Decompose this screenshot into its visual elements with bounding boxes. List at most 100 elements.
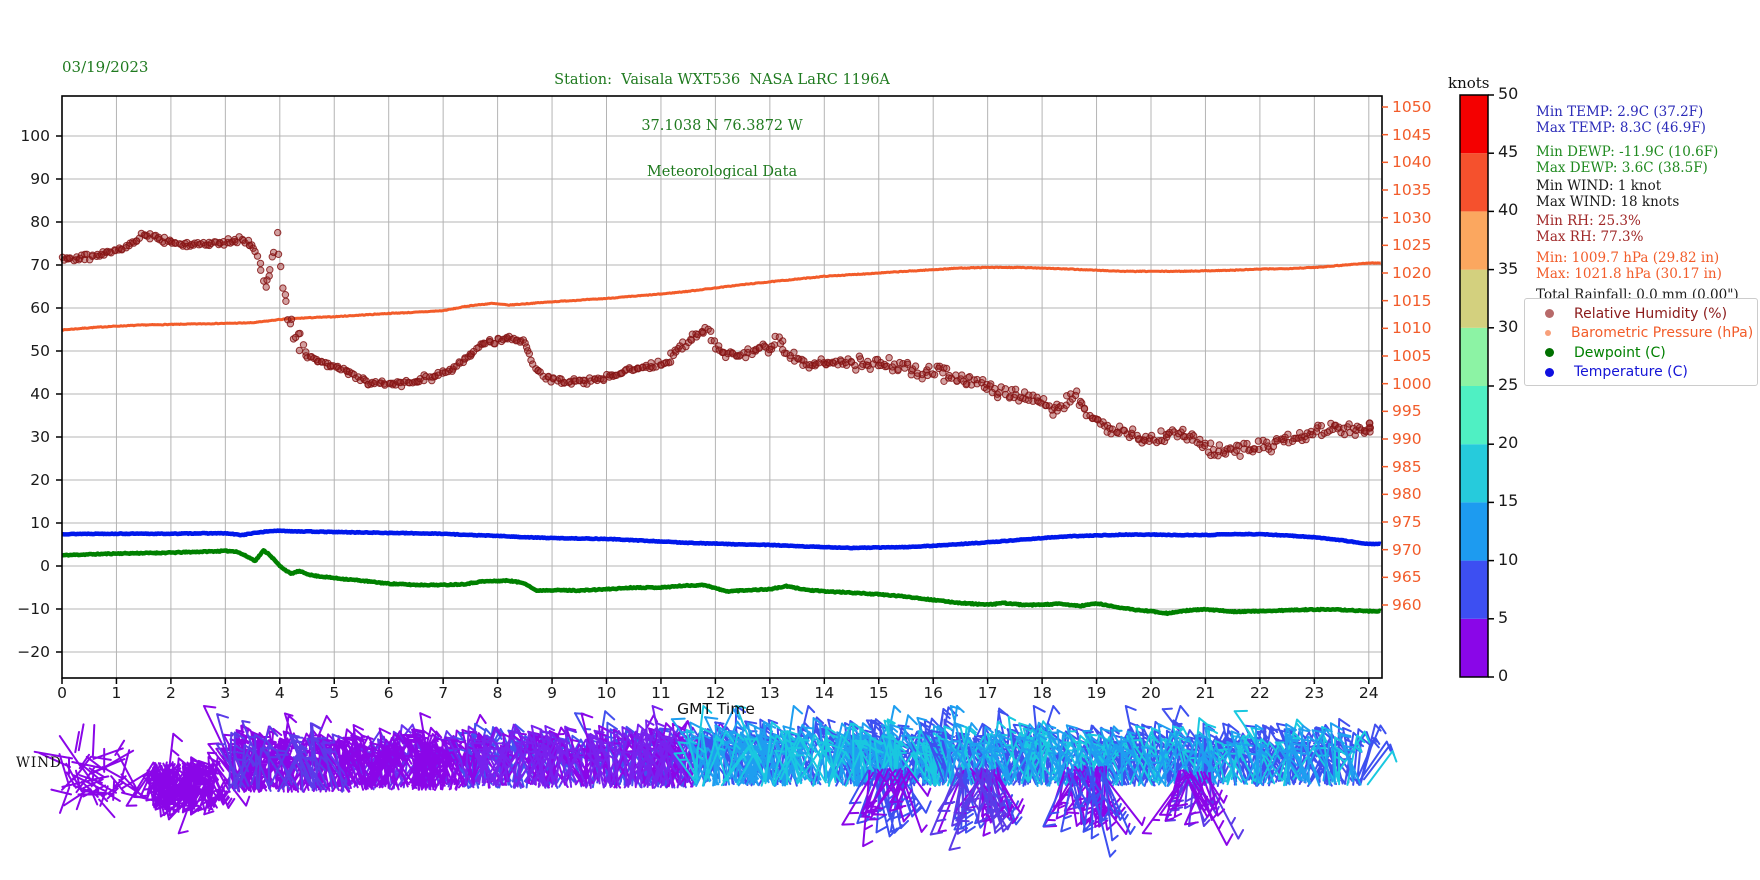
colorbar-tick-label: 20 (1498, 433, 1519, 453)
y-axis-tick-label: −20 (17, 643, 50, 661)
colorbar-tick-label: 0 (1498, 666, 1509, 685)
y-axis-tick-label: 30 (30, 428, 50, 446)
legend-row-dewpoint: Dewpoint (C) (1525, 343, 1757, 363)
legend-row-temperature: Temperature (C) (1525, 363, 1757, 383)
pressure-axis-tick-label: 1050 (1392, 98, 1432, 116)
x-axis-tick-label: 17 (977, 684, 998, 702)
y-axis-tick-label: 80 (30, 213, 50, 231)
x-axis-tick-label: 19 (1086, 684, 1107, 702)
pressure-axis-tick-label: 1015 (1392, 291, 1432, 310)
stat-max-dewp: Max DEWP: 3.6C (38.5F) (1536, 160, 1708, 176)
stat-max-pressure: Max: 1021.8 hPa (30.17 in) (1536, 266, 1722, 282)
pressure-axis-tick-label: 980 (1392, 485, 1422, 504)
title-station: Station: Vaisala WXT536 NASA LaRC 1196A (554, 71, 890, 88)
stat-min-wind: Min WIND: 1 knot (1536, 178, 1662, 194)
x-axis-tick-label: 24 (1358, 684, 1379, 702)
colorbar-tick-label: 10 (1498, 549, 1519, 569)
pressure-axis-tick-label: 1045 (1392, 125, 1432, 144)
colorbar-title: knots (1448, 74, 1490, 92)
y-axis-tick-label: 40 (30, 385, 50, 403)
date-label: 03/19/2023 (62, 58, 149, 76)
pressure-axis-tick-label: 1030 (1392, 208, 1432, 227)
pressure-axis-tick-label: 990 (1392, 429, 1422, 448)
x-axis-tick-label: 1 (111, 684, 122, 702)
pressure-axis-tick-label: 1020 (1392, 263, 1432, 282)
pressure-axis-tick-label: 1025 (1392, 236, 1432, 255)
pressure-axis-tick-label: 1010 (1392, 319, 1432, 338)
x-axis-tick-label: 5 (329, 684, 340, 702)
x-axis-tick-label: 22 (1250, 684, 1270, 702)
chart-title: Station: Vaisala WXT536 NASA LaRC 1196A … (402, 42, 1042, 211)
legend-label-temperature: Temperature (C) (1574, 364, 1688, 381)
stat-min-dewp: Min DEWP: -11.9C (10.6F) (1536, 144, 1719, 160)
y-axis-tick-label: 100 (20, 127, 50, 145)
temperature-marker-icon (1545, 367, 1554, 377)
pressure-axis-tick-label: 1035 (1392, 180, 1432, 199)
x-axis-tick-label: 13 (759, 684, 780, 702)
x-axis-tick-label: 21 (1195, 684, 1216, 702)
y-axis-tick-label: 20 (30, 471, 50, 489)
title-subtitle: Meteorological Data (646, 164, 798, 181)
x-axis-tick-label: 15 (868, 684, 889, 702)
colorbar-tick-label: 50 (1498, 84, 1519, 103)
y-axis-tick-label: 60 (30, 299, 50, 317)
y-axis-tick-label: 10 (30, 514, 50, 532)
pressure-axis-tick-label: 995 (1392, 402, 1422, 421)
colorbar-tick-label: 25 (1498, 375, 1519, 394)
rh-marker-icon (1545, 309, 1554, 319)
legend-row-rh: Relative Humidity (%) (1525, 304, 1757, 324)
x-axis-tick-label: 14 (814, 684, 835, 702)
x-axis-tick-label: 3 (220, 684, 231, 702)
pressure-axis-tick-label: 970 (1392, 540, 1422, 559)
legend-label-rh: Relative Humidity (%) (1574, 305, 1728, 322)
y-axis-tick-label: 50 (30, 342, 50, 360)
colorbar-tick-label: 15 (1498, 491, 1519, 511)
pressure-axis-tick-label: 960 (1392, 595, 1422, 614)
x-axis-tick-label: 10 (596, 684, 617, 702)
colorbar-tick-label: 30 (1498, 316, 1519, 336)
pressure-axis-tick-label: 985 (1392, 457, 1422, 476)
legend-label-dewpoint: Dewpoint (C) (1574, 344, 1666, 361)
stat-min-temp: Min TEMP: 2.9C (37.2F) (1536, 104, 1704, 120)
x-axis-tick-label: 11 (651, 684, 671, 702)
x-axis-tick-label: 12 (705, 684, 726, 702)
x-axis-tick-label: 16 (923, 684, 944, 702)
x-axis-tick-label: 0 (57, 684, 67, 702)
stat-min-rh: Min RH: 25.3% (1536, 213, 1641, 229)
x-axis-tick-label: 6 (383, 684, 394, 702)
x-axis-tick-label: 9 (547, 684, 557, 702)
legend-row-pressure: Barometric Pressure (hPa) (1525, 324, 1757, 344)
y-axis-tick-label: −10 (17, 600, 50, 618)
y-axis-tick-label: 0 (40, 557, 50, 575)
x-axis-tick-label: 4 (274, 684, 285, 702)
x-axis-tick-label: 18 (1032, 684, 1052, 702)
x-axis-title: GMT Time (677, 700, 755, 718)
colorbar-tick-label: 40 (1498, 200, 1519, 220)
pressure-axis-tick-label: 1000 (1392, 374, 1432, 393)
x-axis-tick-label: 23 (1304, 684, 1325, 702)
title-coordinates: 37.1038 N 76.3872 W (641, 118, 803, 135)
stat-max-temp: Max TEMP: 8.3C (46.9F) (1536, 120, 1706, 136)
y-axis-tick-label: 90 (30, 170, 50, 188)
y-axis-tick-label: 70 (30, 256, 50, 274)
stat-max-rh: Max RH: 77.3% (1536, 229, 1644, 245)
pressure-axis-tick-label: 975 (1392, 512, 1422, 531)
pressure-axis-tick-label: 1040 (1392, 153, 1432, 172)
x-axis-tick-label: 8 (492, 684, 503, 702)
colorbar-tick-label: 45 (1498, 142, 1519, 162)
pressure-marker-icon (1545, 330, 1551, 337)
legend-label-pressure: Barometric Pressure (hPa) (1571, 325, 1754, 342)
x-axis-tick-label: 20 (1141, 684, 1161, 702)
colorbar-tick-label: 35 (1498, 258, 1519, 278)
stat-max-wind: Max WIND: 18 knots (1536, 194, 1680, 210)
x-axis-tick-label: 2 (165, 684, 176, 702)
x-axis-tick-label: 7 (438, 684, 449, 702)
stat-min-pressure: Min: 1009.7 hPa (29.82 in) (1536, 250, 1720, 266)
wind-label: WIND (16, 755, 62, 771)
legend: Relative Humidity (%) Barometric Pressur… (1524, 298, 1758, 386)
colorbar-tick-label: 5 (1498, 607, 1509, 627)
dewpoint-marker-icon (1545, 348, 1554, 358)
pressure-axis-tick-label: 965 (1392, 568, 1422, 587)
pressure-axis-tick-label: 1005 (1392, 346, 1432, 365)
